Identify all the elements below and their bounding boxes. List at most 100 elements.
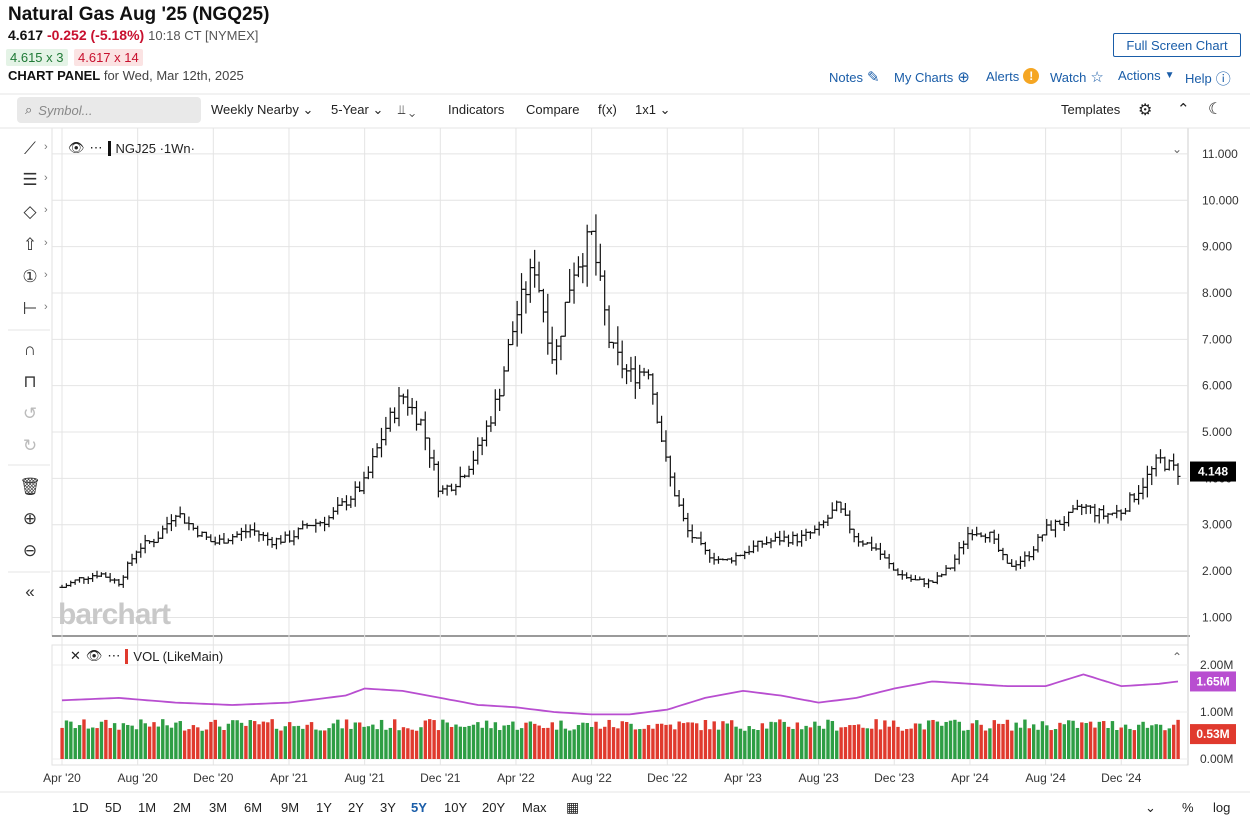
zoom-in-icon[interactable]: ⊕	[22, 509, 38, 528]
chevron-right-icon[interactable]: ›	[44, 204, 48, 216]
more-icon[interactable]: ⋯	[89, 140, 103, 155]
shape-tool-icon[interactable]: ◇	[23, 202, 37, 221]
chevron-right-icon[interactable]: ›	[44, 172, 48, 184]
zoom-out-icon[interactable]: ⊖	[22, 541, 38, 560]
chevron-right-icon[interactable]: ›	[44, 269, 48, 281]
volume-bar	[813, 721, 817, 759]
annotation-tool-icon[interactable]: ①	[22, 267, 38, 286]
redo-icon[interactable]: ↻	[22, 436, 38, 455]
ohlc-bar	[536, 261, 542, 293]
compare-button[interactable]: Compare	[526, 102, 580, 117]
help-link[interactable]: Help ⓘ	[1185, 68, 1231, 89]
range-button-1y[interactable]: 1Y	[316, 800, 332, 815]
range-button-2y[interactable]: 2Y	[348, 800, 364, 815]
ohlc-bar	[1044, 518, 1050, 536]
arrow-tool-icon[interactable]: ⇧	[22, 235, 38, 254]
ohlc-bar	[532, 249, 538, 288]
ohlc-bar	[597, 243, 603, 281]
undo-icon[interactable]: ↺	[22, 404, 38, 423]
symbol-search-input[interactable]: ⌕ Symbol...	[17, 97, 201, 123]
chevron-right-icon[interactable]: ›	[44, 237, 48, 249]
ohlc-bar	[715, 556, 721, 564]
volume-bar	[1080, 722, 1084, 759]
collapse-tools-icon[interactable]: «	[25, 582, 35, 601]
ohlc-bar	[1004, 553, 1010, 564]
volume-bar	[406, 728, 410, 759]
volume-bar	[642, 728, 646, 759]
range-button-3m[interactable]: 3M	[209, 800, 228, 815]
templates-button[interactable]: Templates	[1061, 102, 1121, 117]
more-icon[interactable]: ⋯	[107, 648, 121, 663]
my-charts-link[interactable]: My Charts ⊕	[894, 68, 970, 86]
ohlc-bar	[694, 537, 700, 539]
settings-gear-icon[interactable]: ⚙	[1138, 102, 1153, 119]
volume-bar	[843, 727, 848, 759]
chevron-right-icon[interactable]: ›	[44, 301, 48, 313]
unlock-icon[interactable]: ⊓	[23, 372, 37, 391]
eye-icon[interactable]: 👁	[68, 140, 85, 155]
calendar-icon[interactable]: ▦	[566, 799, 580, 815]
fx-button[interactable]: f(x)	[598, 102, 617, 117]
chevron-down-double-icon[interactable]: ⌄	[1145, 800, 1156, 815]
period-dropdown[interactable]: 5-Year ⌄	[331, 102, 383, 118]
close-icon[interactable]: ✕	[70, 648, 81, 663]
chevron-right-icon[interactable]: ›	[44, 141, 48, 153]
eye-icon[interactable]: 👁	[85, 648, 103, 663]
volume-bar	[931, 719, 935, 759]
ohlc-bar	[619, 340, 625, 379]
chart-grid	[0, 93, 1250, 793]
actions-link[interactable]: Actions ▼	[1118, 68, 1175, 83]
indicators-button[interactable]: Indicators	[448, 102, 505, 117]
volume-bar	[375, 729, 379, 759]
ohlc-bar	[755, 540, 761, 552]
volume-bar	[314, 729, 318, 759]
ohlc-bar	[449, 483, 455, 492]
magnet-icon[interactable]: ∩	[23, 340, 37, 359]
alerts-link[interactable]: Alerts!	[986, 68, 1040, 84]
caret-down-icon: ▼	[1164, 70, 1175, 81]
price-legend[interactable]: 👁 ⋯ NGJ25 ·1Wn·	[68, 140, 195, 156]
time-tick-label: Dec '21	[420, 771, 461, 785]
range-button-9m[interactable]: 9M	[281, 800, 300, 815]
volume-bar	[1014, 722, 1018, 759]
range-button-2m[interactable]: 2M	[173, 800, 192, 815]
range-button-max[interactable]: Max	[522, 800, 547, 815]
watch-link[interactable]: Watch ☆	[1050, 68, 1104, 86]
volume-bar	[594, 721, 598, 759]
trash-icon[interactable]: 🗑	[19, 477, 41, 496]
range-button-5y[interactable]: 5Y	[411, 800, 427, 815]
volume-bar	[108, 728, 112, 759]
ohlc-bar	[632, 356, 638, 399]
dark-mode-moon-icon[interactable]: ☾	[1208, 101, 1223, 118]
fib-tool-icon[interactable]: ☰	[22, 170, 38, 189]
volume-bar	[861, 727, 865, 759]
line-tool-icon[interactable]: ⟋	[24, 139, 36, 158]
ohlc-bar	[777, 530, 783, 546]
chevron-down-icon[interactable]: ⌄	[1172, 142, 1183, 156]
volume-bar	[786, 726, 791, 759]
ohlc-bar	[672, 472, 678, 497]
range-button-20y[interactable]: 20Y	[482, 800, 506, 815]
log-toggle[interactable]: log	[1213, 800, 1231, 815]
percent-toggle[interactable]: %	[1182, 800, 1194, 815]
full-screen-button[interactable]: Full Screen Chart	[1113, 33, 1241, 57]
volume-legend[interactable]: ✕ 👁 ⋯ VOL (LikeMain)	[70, 648, 223, 664]
chevron-up-icon[interactable]: ⌃	[1172, 650, 1183, 664]
range-button-5d[interactable]: 5D	[105, 800, 122, 815]
range-button-1m[interactable]: 1M	[138, 800, 157, 815]
range-button-6m[interactable]: 6M	[244, 800, 263, 815]
interval-dropdown[interactable]: Weekly Nearby ⌄	[211, 102, 313, 118]
range-button-3y[interactable]: 3Y	[380, 800, 396, 815]
range-button-1d[interactable]: 1D	[72, 800, 89, 815]
range-button-10y[interactable]: 10Y	[444, 800, 468, 815]
notes-link[interactable]: Notes ✎	[829, 68, 880, 86]
ohlc-bar	[1157, 449, 1163, 464]
volume-bar	[371, 724, 375, 759]
ohlc-bar	[475, 437, 481, 465]
bar-type-dropdown[interactable]: ⫫ ⌄	[398, 102, 415, 118]
ohlc-bar	[615, 326, 621, 366]
layout-dropdown[interactable]: 1x1 ⌄	[635, 102, 671, 118]
measure-tool-icon[interactable]: ⊢	[22, 299, 38, 318]
collapse-icon[interactable]: ⌃	[1177, 101, 1190, 118]
